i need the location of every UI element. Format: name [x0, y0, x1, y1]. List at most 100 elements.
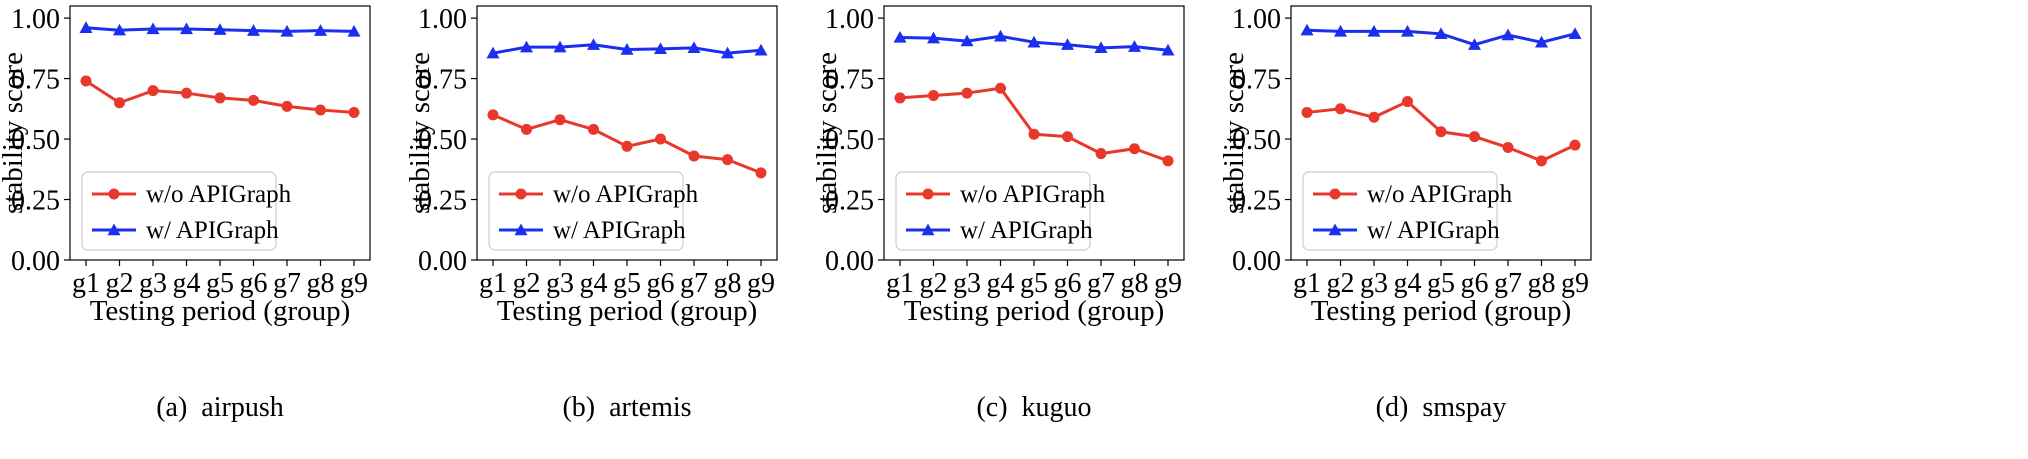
legend-label: w/o APIGraph [553, 181, 699, 208]
data-point [180, 22, 193, 35]
data-point [315, 104, 326, 116]
y-tick-label: 0.50 [1232, 125, 1281, 156]
x-tick-label: g9 [340, 268, 368, 299]
data-point [621, 140, 633, 152]
data-point [1435, 126, 1447, 138]
data-point [1335, 103, 1346, 115]
subfigure-caption: (c) kuguo [976, 392, 1091, 423]
data-point [113, 23, 126, 36]
y-axis-label: stability score [1221, 52, 1250, 214]
legend-label: w/ APIGraph [146, 217, 279, 244]
x-tick-label: g3 [953, 268, 981, 299]
data-point [520, 40, 533, 53]
x-tick-label: g1 [479, 268, 507, 299]
data-point [1061, 38, 1074, 50]
x-tick-label: g7 [1087, 268, 1115, 299]
data-point [1027, 35, 1041, 48]
y-tick-label: 0.75 [418, 65, 467, 96]
y-tick-label: 0.75 [1232, 65, 1281, 96]
chart-panel-4: 0.00 0.25 0.50 0.75 1.00 g1 g2 g3 g4 g5 g6 g7 g8 g9 Te… [1218, 0, 1621, 454]
x-tick-label: g8 [714, 268, 742, 299]
data-point [894, 92, 906, 104]
data-point [1094, 41, 1108, 54]
legend-marker [1329, 188, 1341, 200]
x-tick-label: g5 [206, 268, 234, 299]
x-tick-label: g7 [1494, 268, 1522, 299]
x-tick-label: g2 [1327, 268, 1355, 299]
y-tick-label: 1.00 [11, 4, 60, 35]
data-point [687, 41, 701, 54]
y-tick-label: 0.00 [1232, 246, 1281, 277]
data-point [147, 85, 159, 97]
x-tick-label: g9 [747, 268, 775, 299]
x-tick-label: g4 [580, 268, 608, 299]
data-point [1367, 24, 1381, 37]
series-line-without-apigraph [899, 86, 1169, 163]
data-point [181, 87, 192, 99]
data-point [1468, 38, 1481, 50]
y-tick-label: 1.00 [418, 4, 467, 35]
data-point [1434, 27, 1448, 40]
y-tick-label: 0.50 [11, 125, 60, 156]
legend-label: w/ APIGraph [1367, 217, 1500, 244]
y-tick-label: 0.00 [825, 246, 874, 277]
y-tick-label: 0.25 [418, 186, 467, 217]
data-point [1569, 139, 1581, 151]
data-point [1095, 148, 1107, 160]
chart-panel-3: 0.00 0.25 0.50 0.75 1.00 g1 g2 g3 g4 g5 g6 g7 g8 g9 Te… [811, 0, 1214, 454]
x-axis-label: Testing period (group) [1311, 295, 1572, 327]
data-point [655, 133, 666, 145]
x-axis-label: Testing period (group) [90, 295, 351, 327]
data-point [1028, 128, 1040, 140]
line-chart: 0.00 0.25 0.50 0.75 1.00 g1 g2 g3 g4 g5 g6 g7 g8 g9Te… [0, 4, 371, 423]
data-point [553, 40, 567, 53]
data-point [995, 82, 1006, 94]
x-tick-label: g9 [1561, 268, 1589, 299]
y-tick-label: 0.00 [11, 246, 60, 277]
chart-panel-2: 0.00 0.25 0.50 0.75 1.00 g1 g2 g3 g4 g5 g6 g7 g8 g9 Te… [404, 0, 807, 454]
legend-label: w/o APIGraph [1367, 181, 1513, 208]
data-point [554, 114, 566, 126]
data-point [247, 24, 260, 36]
data-point [994, 29, 1007, 42]
data-point [1568, 27, 1582, 40]
legend-label: w/o APIGraph [146, 181, 292, 208]
x-tick-label: g8 [1121, 268, 1149, 299]
data-point [754, 43, 768, 56]
data-point [281, 100, 293, 112]
y-axis-label: stability score [407, 52, 436, 214]
data-point [927, 31, 940, 44]
data-point [1300, 23, 1314, 36]
x-tick-label: g2 [920, 268, 948, 299]
legend-marker [515, 188, 527, 200]
x-tick-label: g9 [1154, 268, 1182, 299]
x-tick-label: g5 [1427, 268, 1455, 299]
data-point [248, 94, 259, 106]
chart-panel-1: 0.00 0.25 0.50 0.75 1.00 g1 g2 g3 g4 g5 g6 g7 g8 g9 Te… [0, 0, 400, 454]
data-point [1501, 28, 1515, 41]
legend-marker [108, 188, 120, 200]
y-tick-label: 0.25 [11, 186, 60, 217]
x-tick-label: g6 [647, 268, 675, 299]
legend-marker [1328, 223, 1342, 236]
data-point [721, 46, 734, 59]
legend-label: w/ APIGraph [960, 217, 1093, 244]
x-axis-label: Testing period (group) [497, 295, 758, 327]
data-point [348, 106, 360, 118]
data-point [1129, 143, 1140, 155]
x-tick-label: g1 [72, 268, 100, 299]
x-tick-label: g2 [106, 268, 134, 299]
x-tick-label: g5 [613, 268, 641, 299]
x-tick-label: g6 [240, 268, 268, 299]
y-tick-label: 0.50 [418, 125, 467, 156]
data-point [961, 87, 973, 99]
data-point [521, 123, 532, 135]
data-point [1062, 131, 1073, 143]
x-axis-label: Testing period (group) [904, 295, 1165, 327]
y-tick-label: 0.00 [418, 246, 467, 277]
x-tick-label: g3 [139, 268, 167, 299]
subfigure-caption: (a) airpush [156, 392, 284, 423]
data-point [314, 24, 327, 36]
data-point [755, 167, 767, 179]
